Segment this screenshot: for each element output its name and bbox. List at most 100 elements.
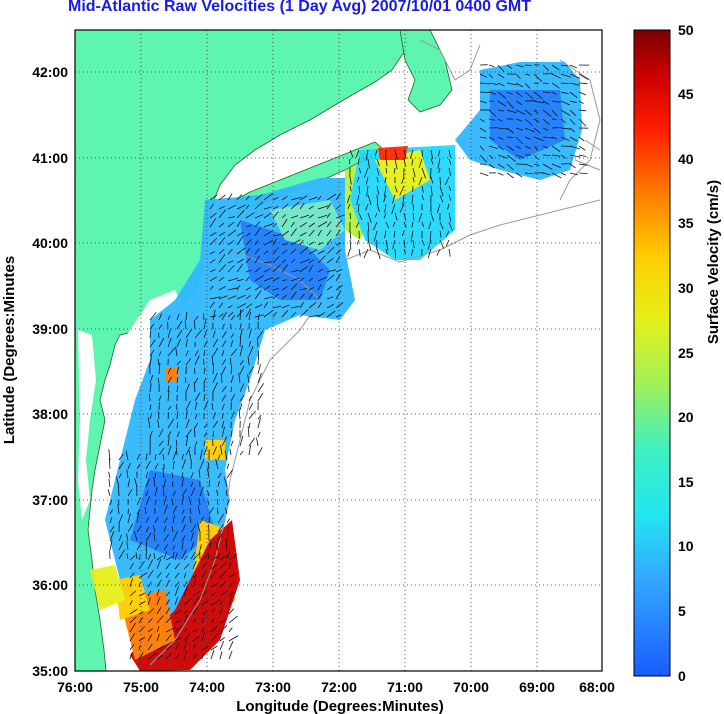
velocity-arrow xyxy=(157,377,160,384)
velocity-arrow xyxy=(221,323,225,330)
velocity-arrow xyxy=(393,167,396,174)
velocity-arrow xyxy=(488,82,499,85)
velocity-arrow xyxy=(221,311,227,321)
velocity-arrow xyxy=(227,311,234,318)
colorbar-tick-label: 45 xyxy=(678,86,694,102)
velocity-arrow xyxy=(569,172,578,176)
velocity-arrow xyxy=(299,202,305,210)
velocity-arrow xyxy=(335,256,341,264)
x-axis-ticks: 76:00 75:00 74:00 73:00 72:00 71:00 70:0… xyxy=(57,679,615,695)
velocity-arrow xyxy=(384,203,387,213)
velocity-arrow xyxy=(524,91,534,100)
velocity-arrow xyxy=(376,185,380,195)
velocity-arrow xyxy=(184,320,187,330)
velocity-arrow xyxy=(236,279,244,282)
velocity-arrow xyxy=(236,204,246,210)
velocity-arrow xyxy=(394,248,397,259)
velocity-arrow xyxy=(479,145,485,151)
velocity-arrow xyxy=(542,82,549,85)
velocity-arrow xyxy=(210,592,217,597)
velocity-arrow xyxy=(488,100,495,102)
velocity-arrow xyxy=(210,564,218,570)
velocity-arrow xyxy=(430,149,434,160)
velocity-arrow xyxy=(578,136,585,142)
velocity-arrow xyxy=(165,652,172,660)
velocity-arrow xyxy=(367,212,372,223)
velocity-arrow xyxy=(157,411,160,420)
velocity-arrow xyxy=(221,385,227,393)
map-title: Mid-Atlantic Raw Velocities (1 Day Avg) … xyxy=(68,0,531,15)
velocity-arrow xyxy=(248,340,252,348)
velocity-arrow xyxy=(217,532,224,542)
velocity-arrow xyxy=(167,436,170,447)
velocity-arrow xyxy=(138,651,144,660)
velocity-arrow xyxy=(326,212,331,219)
y-tick-label: 41:00 xyxy=(32,150,68,166)
velocity-arrow xyxy=(147,559,153,570)
velocity-arrow xyxy=(190,551,196,560)
velocity-arrow xyxy=(254,240,259,246)
velocity-arrow xyxy=(221,366,226,375)
velocity-arrow xyxy=(212,309,216,321)
velocity-arrow xyxy=(194,413,198,420)
velocity-arrow xyxy=(317,214,328,219)
velocity-arrow xyxy=(227,204,237,210)
velocity-arrow xyxy=(218,205,226,210)
velocity-arrow xyxy=(439,185,444,197)
velocity-arrow xyxy=(188,496,192,506)
velocity-arrow xyxy=(430,185,433,196)
velocity-arrow xyxy=(194,329,203,339)
velocity-arrow xyxy=(515,118,523,122)
velocity-arrow xyxy=(138,581,141,588)
velocity-arrow xyxy=(317,312,325,318)
velocity-arrow xyxy=(194,349,199,357)
velocity-arrow xyxy=(263,240,274,246)
velocity-arrow xyxy=(542,100,550,105)
velocity-arrow xyxy=(167,367,172,375)
velocity-arrow xyxy=(126,553,129,560)
velocity-arrow xyxy=(418,176,423,186)
velocity-arrow xyxy=(290,248,297,255)
velocity-arrow xyxy=(194,315,199,321)
velocity-arrow xyxy=(448,167,452,176)
velocity-arrow xyxy=(165,599,170,606)
velocity-arrow xyxy=(172,531,178,542)
velocity-arrow xyxy=(185,350,189,357)
velocity-arrow xyxy=(247,374,250,384)
velocity-arrow xyxy=(227,229,237,237)
velocity-arrow xyxy=(230,430,233,438)
velocity-arrow xyxy=(156,654,163,660)
velocity-arrow xyxy=(385,248,388,255)
velocity-arrow xyxy=(230,440,234,447)
velocity-arrow xyxy=(185,435,189,447)
velocity-arrow xyxy=(560,118,567,124)
velocity-arrow xyxy=(167,315,171,321)
velocity-arrow xyxy=(230,375,234,384)
velocity-arrow xyxy=(515,82,524,88)
velocity-arrow xyxy=(219,618,227,624)
velocity-arrow xyxy=(421,185,424,193)
velocity-arrow xyxy=(245,247,251,255)
velocity-arrow xyxy=(488,136,495,141)
velocity-arrow xyxy=(245,257,251,264)
colorbar-tick-label: 0 xyxy=(678,668,686,684)
velocity-arrow xyxy=(515,91,523,98)
velocity-arrow xyxy=(185,410,188,420)
velocity-arrow xyxy=(394,185,398,193)
velocity-arrow xyxy=(239,360,244,366)
velocity-arrow xyxy=(272,305,282,309)
velocity-arrow xyxy=(281,249,288,255)
velocity-arrow xyxy=(326,257,334,264)
velocity-arrow xyxy=(129,643,135,651)
velocity-arrow xyxy=(192,607,198,615)
velocity-arrow xyxy=(376,248,381,260)
velocity-arrow xyxy=(506,82,518,86)
velocity-arrow xyxy=(349,212,352,220)
velocity-arrow xyxy=(228,627,233,633)
colorbar-tick-label: 15 xyxy=(678,474,694,490)
velocity-arrow xyxy=(281,203,289,210)
velocity-arrow xyxy=(138,601,146,606)
velocity-arrow xyxy=(248,366,254,375)
velocity-arrow xyxy=(391,203,396,215)
velocity-arrow xyxy=(230,393,236,402)
